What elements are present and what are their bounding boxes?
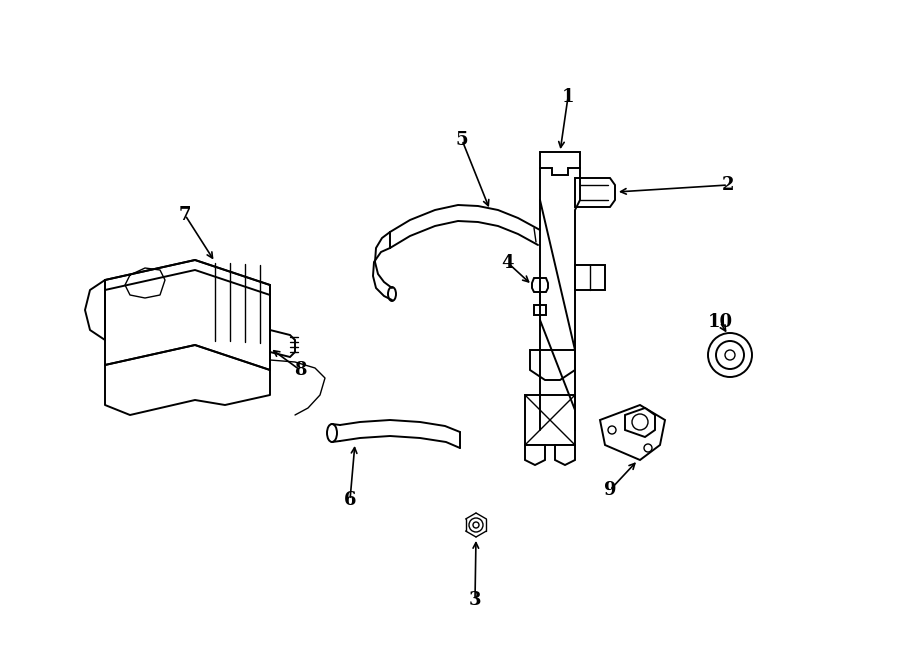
Polygon shape <box>600 405 665 460</box>
Polygon shape <box>625 408 655 437</box>
Polygon shape <box>105 260 270 370</box>
Text: 5: 5 <box>455 131 468 149</box>
Circle shape <box>644 444 652 452</box>
Text: 3: 3 <box>469 591 482 609</box>
Polygon shape <box>575 265 605 290</box>
Circle shape <box>632 414 648 430</box>
Polygon shape <box>540 152 580 175</box>
Text: 8: 8 <box>293 361 306 379</box>
Circle shape <box>725 350 735 360</box>
Text: 2: 2 <box>722 176 734 194</box>
Polygon shape <box>575 178 615 207</box>
Polygon shape <box>532 278 548 292</box>
Polygon shape <box>530 350 575 380</box>
Text: 9: 9 <box>604 481 617 499</box>
Text: 10: 10 <box>707 313 733 331</box>
Ellipse shape <box>327 424 337 442</box>
Polygon shape <box>525 445 545 465</box>
Polygon shape <box>555 445 575 465</box>
Text: 1: 1 <box>562 88 574 106</box>
Polygon shape <box>534 305 546 315</box>
Circle shape <box>469 518 483 532</box>
Ellipse shape <box>388 287 396 301</box>
Circle shape <box>708 333 752 377</box>
Text: 6: 6 <box>344 491 356 509</box>
Circle shape <box>716 341 744 369</box>
Text: 7: 7 <box>179 206 191 224</box>
Polygon shape <box>525 395 575 445</box>
Polygon shape <box>270 330 295 357</box>
Circle shape <box>473 522 479 528</box>
Circle shape <box>608 426 616 434</box>
Text: 4: 4 <box>502 254 514 272</box>
